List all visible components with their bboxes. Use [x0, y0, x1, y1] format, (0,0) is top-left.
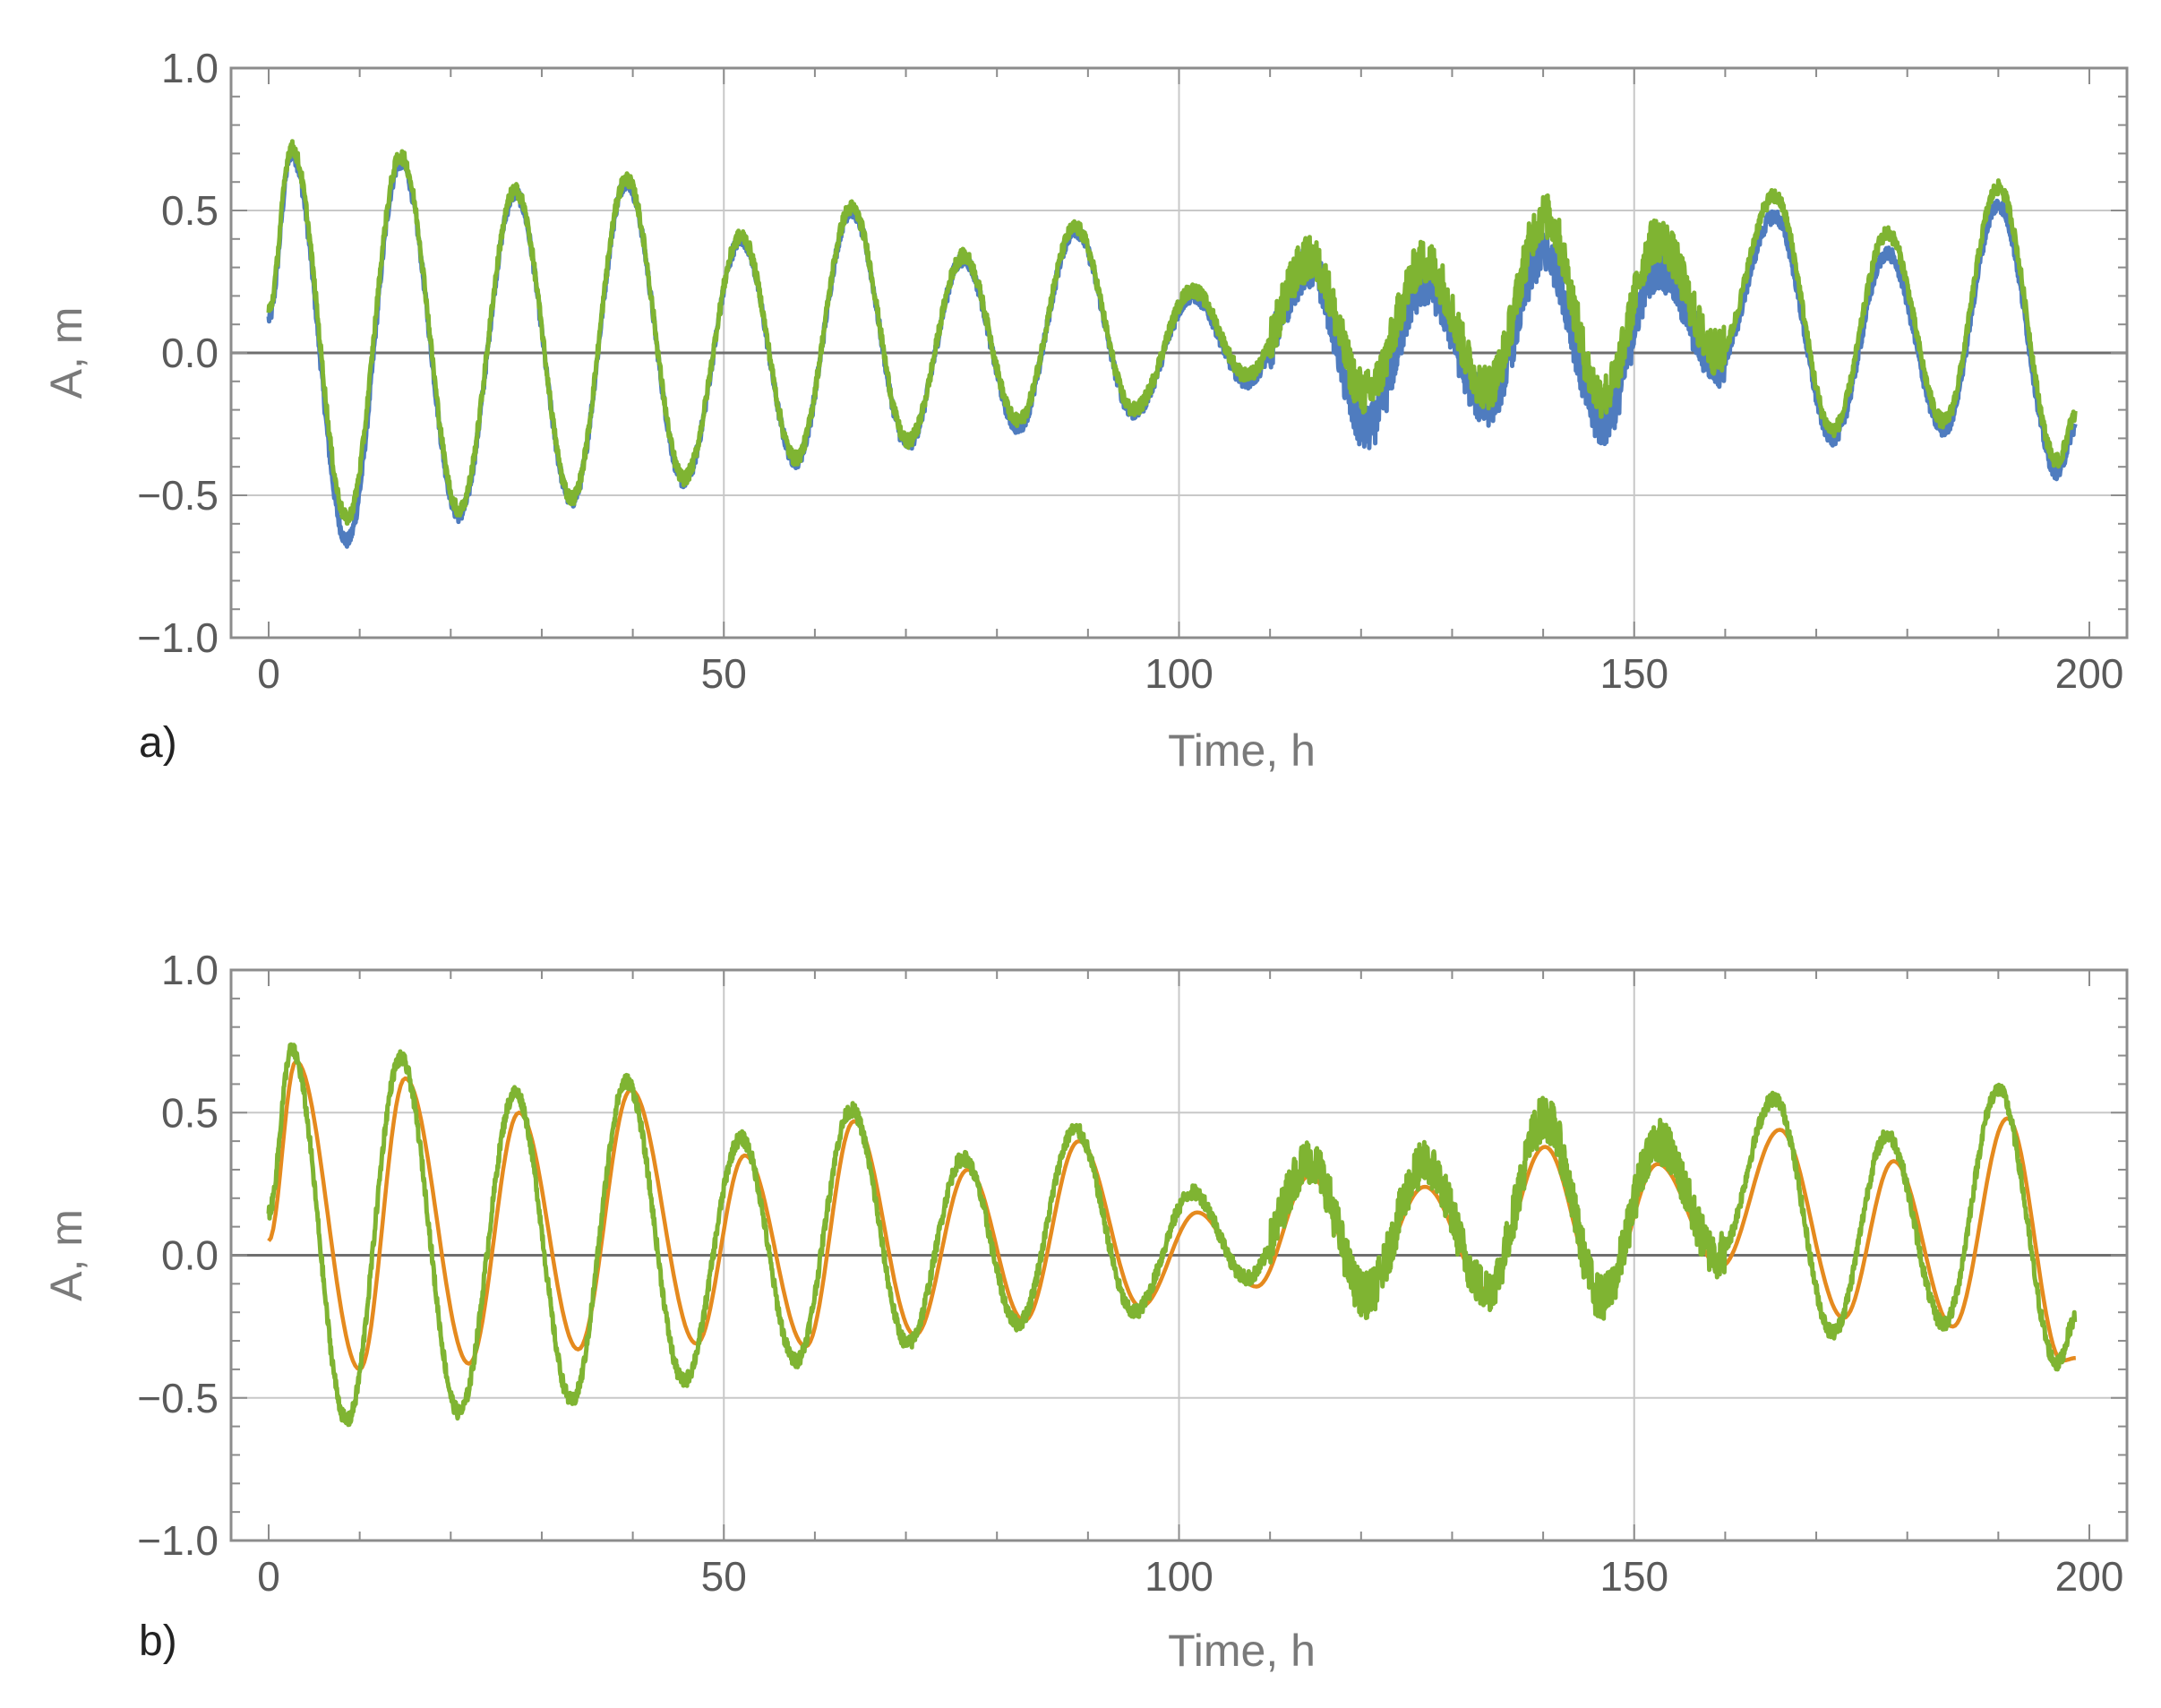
ticks — [231, 969, 2127, 1541]
y-tick-label: 1.0 — [161, 947, 219, 993]
ticks — [231, 67, 2127, 639]
panel-label: b) — [139, 1618, 177, 1665]
x-tick-label: 150 — [1599, 650, 1668, 697]
x-tick-label: 100 — [1145, 650, 1213, 697]
x-tick-label: 150 — [1599, 1553, 1668, 1600]
series-line-green — [266, 139, 2078, 526]
y-tick-label: −1.0 — [137, 1517, 219, 1564]
y-tick-label: 0.5 — [161, 187, 219, 234]
x-axis-title: Time, h — [1168, 725, 1316, 776]
panel-a: 0 50 100 150 200 −1.0 −0.5 0.0 0.5 1.0 Time, h A, m… — [41, 45, 2129, 776]
y-tick-label: 0.5 — [161, 1089, 219, 1136]
y-tick-label: 1.0 — [161, 45, 219, 91]
y-axis-title: A, m — [41, 1209, 91, 1301]
x-tick-label: 50 — [701, 650, 747, 697]
x-axis-title: Time, h — [1168, 1626, 1316, 1676]
panel-b: 0 50 100 150 200 −1.0 −0.5 0.0 0.5 1.0 Time, h A, m… — [41, 947, 2129, 1676]
y-tick-label: −0.5 — [137, 472, 219, 519]
y-tick-label: −0.5 — [137, 1375, 219, 1421]
series-line-orange — [267, 1059, 2076, 1372]
panel-label: a) — [139, 719, 177, 767]
x-tick-label: 100 — [1145, 1553, 1213, 1600]
y-tick-label: 0.0 — [161, 330, 219, 376]
series-line-green — [266, 1042, 2078, 1428]
y-tick-label: 0.0 — [161, 1232, 219, 1279]
x-tick-label: 200 — [2055, 650, 2124, 697]
x-tick-label: 0 — [257, 1553, 280, 1600]
x-tick-label: 0 — [257, 650, 280, 697]
y-axis-title: A, m — [41, 307, 91, 399]
x-tick-label: 200 — [2055, 1553, 2124, 1600]
y-tick-label: −1.0 — [137, 614, 219, 661]
x-tick-label: 50 — [701, 1553, 747, 1600]
